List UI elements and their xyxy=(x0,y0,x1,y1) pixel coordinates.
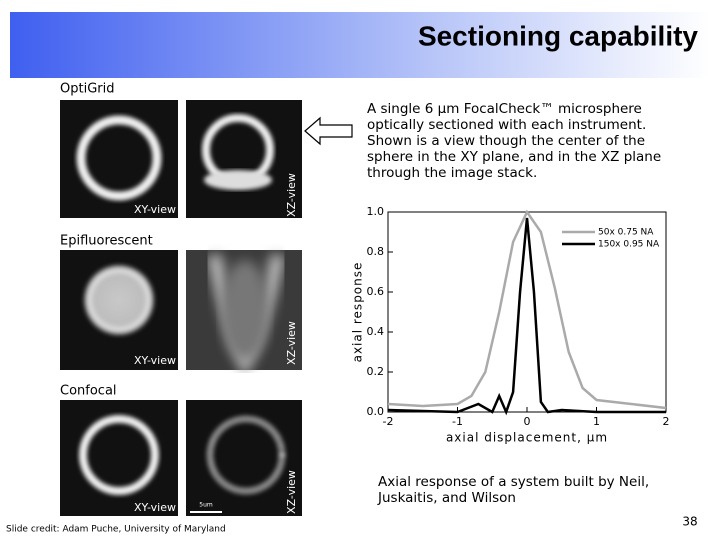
scale-label: 5um xyxy=(199,502,213,509)
view-label: XZ-view xyxy=(285,470,298,514)
arrow xyxy=(304,116,353,146)
x-axis-label: axial displacement, µm xyxy=(446,431,608,445)
disc xyxy=(83,264,155,336)
panel-label: OptiGrid xyxy=(60,82,114,97)
caption: Axial response of a system built by Neil… xyxy=(378,474,650,506)
series-line xyxy=(387,209,667,410)
smear xyxy=(204,170,272,190)
ring xyxy=(76,115,162,201)
view-label: XY-view xyxy=(134,203,176,216)
view-label: XY-view xyxy=(134,354,176,367)
slide-credit: Slide credit: Adam Puche, University of … xyxy=(6,525,226,535)
view-label: XZ-view xyxy=(285,173,298,217)
view-label: XY-view xyxy=(134,501,176,514)
x-tick-label: 0 xyxy=(524,415,531,428)
legend-label: 150x 0.95 NA xyxy=(598,240,660,250)
view-label: XZ-view xyxy=(285,321,298,365)
y-axis-label: axial response xyxy=(351,262,365,363)
x-tick-label: -2 xyxy=(383,415,394,428)
legend-label: 50x 0.75 NA xyxy=(598,228,654,238)
y-tick-label: 0.0 xyxy=(367,405,385,418)
ring xyxy=(206,415,286,495)
x-tick-label: 2 xyxy=(663,415,670,428)
ring xyxy=(79,415,159,495)
cone xyxy=(221,260,269,360)
panel-label: Confocal xyxy=(60,384,117,399)
y-tick-label: 1.0 xyxy=(367,205,385,218)
micrograph xyxy=(186,400,302,516)
panel-label: Epifluorescent xyxy=(60,234,153,249)
page-number: 38 xyxy=(682,515,697,529)
x-tick-label: 1 xyxy=(593,415,600,428)
x-tick-label: -1 xyxy=(452,415,463,428)
series-line xyxy=(387,217,666,416)
slide-title: Sectioning capability xyxy=(418,20,698,51)
y-tick-label: 0.8 xyxy=(367,245,385,258)
y-tick-label: 0.2 xyxy=(367,365,385,378)
description: A single 6 µm FocalCheck™ microsphere op… xyxy=(367,101,662,181)
y-tick-label: 0.4 xyxy=(367,325,385,338)
y-tick-label: 0.6 xyxy=(367,285,385,298)
title-bar xyxy=(10,12,710,78)
